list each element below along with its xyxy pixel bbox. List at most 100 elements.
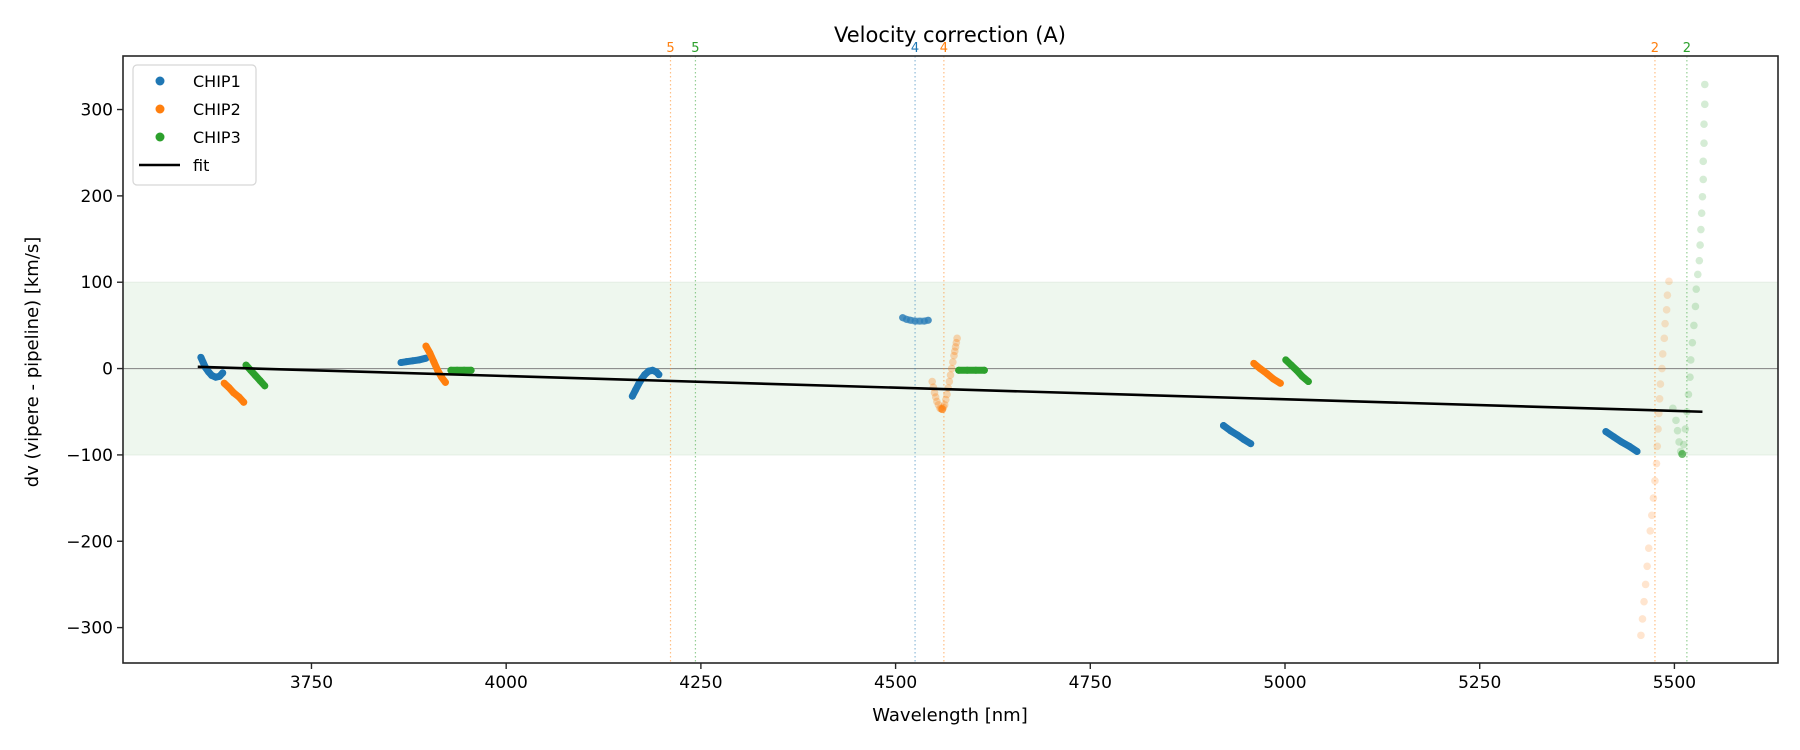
x-tick-label: 5500 [1653, 673, 1696, 693]
chip3-point [1287, 361, 1295, 369]
chip3-point [1693, 270, 1702, 279]
chip2-point [1656, 380, 1665, 388]
chip1-point [1226, 427, 1234, 435]
chip2-point [928, 377, 936, 386]
y-tick-label: 300 [81, 101, 113, 121]
chip2-point [1250, 359, 1258, 367]
order-line-label: 5 [691, 41, 699, 56]
x-tick-label: 5000 [1263, 673, 1306, 693]
chip1-series [197, 314, 1641, 455]
chip2-point [930, 388, 939, 397]
chip3-point [1673, 426, 1682, 435]
chip3-point [1699, 157, 1708, 166]
chip3-point [1282, 356, 1290, 364]
chip3-series [242, 80, 1709, 458]
chip2-point [1637, 631, 1645, 640]
legend: CHIP1 CHIP2 CHIP3 fit [132, 64, 257, 186]
chip2-point [953, 334, 961, 343]
chip2-point [434, 366, 442, 374]
chip2-point [240, 398, 248, 406]
chip3-point [453, 366, 461, 374]
chart-title: Velocity correction (A) [834, 23, 1066, 47]
chip2-point [950, 351, 958, 360]
chip2-point [1660, 334, 1669, 343]
data-points-layer [197, 80, 1709, 640]
chip2-point [1658, 350, 1667, 358]
y-tick-label: −100 [66, 446, 113, 466]
chip2-point [1269, 375, 1277, 383]
order-line-label: 5 [666, 41, 674, 56]
chip1-point [1625, 442, 1633, 450]
chip2-point [1643, 562, 1651, 571]
chip3-point [963, 366, 971, 374]
chip3-point [1691, 302, 1700, 311]
chip2-point [1263, 370, 1271, 378]
x-tick-label: 4000 [485, 673, 528, 693]
chip1-point [397, 359, 405, 367]
chip3-point [1688, 338, 1697, 347]
chip3-point [955, 366, 963, 374]
x-axis-ticks: 3750 4000 4250 4500 4750 5000 5250 5500 [290, 663, 1696, 693]
chip2-point [1665, 277, 1673, 286]
legend-label-chip3: CHIP3 [193, 128, 241, 147]
chip1-point [1233, 431, 1241, 439]
legend-chip3-marker-icon [155, 132, 165, 142]
chip2-point [422, 342, 430, 350]
chip3-point [1700, 120, 1708, 129]
chip3-point [1697, 209, 1706, 217]
chip3-point [1695, 256, 1704, 265]
legend-label-chip2: CHIP2 [193, 100, 241, 119]
chip3-point [256, 377, 264, 385]
chip2-point [951, 343, 960, 351]
chip2-point [949, 358, 957, 366]
chip3-point [1700, 80, 1709, 89]
chip2-point [1662, 306, 1671, 314]
chip1-point [402, 358, 410, 366]
y-tick-label: −200 [66, 532, 113, 552]
chip1-point [219, 369, 227, 377]
chip2-point [441, 378, 449, 386]
chip3-point [1690, 321, 1698, 330]
chip2-point [430, 358, 438, 366]
chip2-point [1651, 477, 1659, 485]
x-tick-label: 4750 [1069, 673, 1112, 693]
y-tick-label: 200 [81, 187, 113, 207]
chip3-point [972, 366, 980, 374]
chip2-point [1648, 511, 1656, 520]
legend-chip1-marker-icon [155, 76, 165, 86]
chip2-point [1658, 364, 1666, 373]
y-axis-label: dv (vipere - pipeline) [km/s] [22, 237, 43, 488]
chip1-point [409, 357, 417, 365]
chip2-point [1652, 459, 1661, 468]
chip3-point [1304, 378, 1312, 386]
x-tick-label: 3750 [290, 673, 333, 693]
chip2-point [1276, 379, 1284, 387]
chip2-point [931, 393, 940, 401]
chip1-point [631, 386, 639, 394]
chip3-point [1672, 416, 1680, 425]
chip1-point [635, 380, 643, 388]
chip3-point [242, 361, 250, 369]
chip2-point [1655, 394, 1664, 403]
order-marker-lines: 5 5 4 4 2 2 [666, 41, 1691, 663]
x-tick-label: 4500 [874, 673, 917, 693]
x-axis-label: Wavelength [nm] [872, 705, 1028, 726]
chip3-point [980, 366, 988, 374]
chip1-point [1610, 433, 1618, 441]
chip3-point [1686, 356, 1695, 364]
chip2-point [933, 397, 941, 406]
chip2-point [225, 384, 233, 392]
plot-frame [122, 55, 1779, 664]
chip2-point [1649, 494, 1658, 502]
chip2-point [1641, 580, 1650, 589]
chip1-point [655, 371, 663, 379]
chip1-point [628, 392, 636, 400]
chip3-point [460, 366, 468, 374]
chip2-point [942, 395, 950, 404]
chip3-point [1681, 425, 1690, 433]
chip1-point [1219, 422, 1227, 430]
y-axis-ticks: −300 −200 −100 0 100 200 300 [66, 101, 123, 639]
chip3-point [1293, 366, 1301, 374]
order-line-label: 2 [1683, 41, 1691, 56]
chip2-point [1640, 597, 1648, 606]
